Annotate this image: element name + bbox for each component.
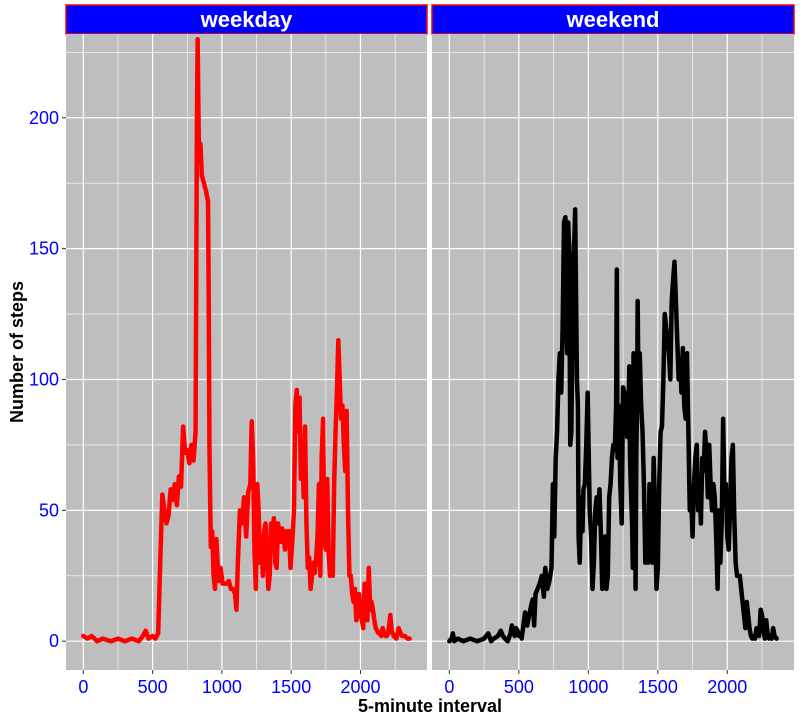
grid-lines bbox=[432, 34, 794, 670]
series-line-weekend bbox=[447, 207, 779, 644]
x-tick-label: 1000 bbox=[202, 677, 242, 697]
x-axis-title: 5-minute interval bbox=[358, 696, 502, 716]
panel-background bbox=[66, 34, 427, 670]
y-axis-title: Number of steps bbox=[7, 281, 27, 423]
x-tick-label: 0 bbox=[444, 677, 454, 697]
x-tick-label: 1500 bbox=[638, 677, 678, 697]
facet-strip-weekend bbox=[431, 4, 795, 35]
y-tick-label: 100 bbox=[29, 369, 59, 389]
facet-strip-weekday bbox=[65, 4, 428, 35]
y-tick-label: 150 bbox=[29, 239, 59, 259]
y-tick-label: 200 bbox=[29, 108, 59, 128]
x-axis: 0 500 1000 1500 2000 0 500 1000 1500 2000 bbox=[78, 670, 747, 697]
x-tick-label: 2000 bbox=[340, 677, 380, 697]
x-tick-label: 1500 bbox=[271, 677, 311, 697]
x-tick-label: 1000 bbox=[568, 677, 608, 697]
panel-weekend: weekend bbox=[431, 4, 795, 670]
x-tick-label: 0 bbox=[78, 677, 88, 697]
series-line-weekday bbox=[81, 36, 412, 644]
x-tick-label: 500 bbox=[504, 677, 534, 697]
x-tick-label: 2000 bbox=[707, 677, 747, 697]
facet-strip-label-weekend: weekend bbox=[566, 7, 660, 32]
x-tick-label: 500 bbox=[138, 677, 168, 697]
y-tick-label: 50 bbox=[39, 500, 59, 520]
y-axis: 0 50 100 150 200 bbox=[29, 108, 66, 651]
panel-weekday: weekday bbox=[65, 4, 428, 670]
y-tick-label: 0 bbox=[49, 631, 59, 651]
facet-strip-label-weekday: weekday bbox=[200, 7, 293, 32]
chart-panels: weekday weekend bbox=[65, 4, 795, 670]
grid-lines bbox=[66, 34, 427, 670]
